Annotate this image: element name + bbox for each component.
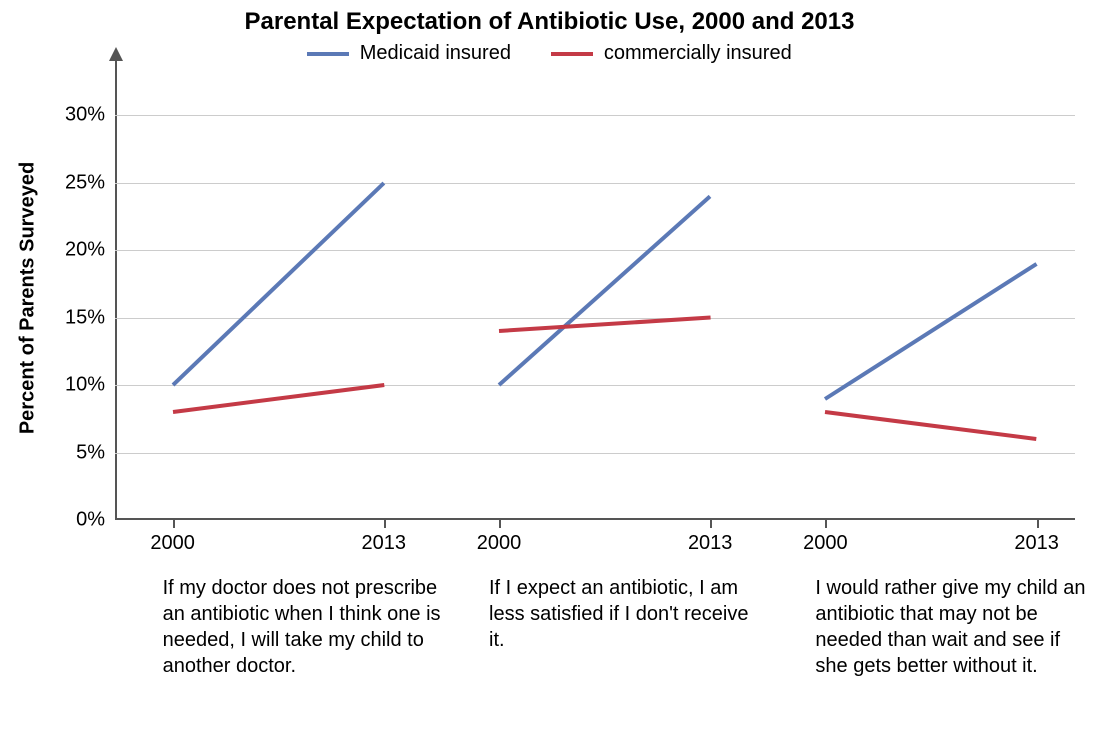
xtick-label: 2013 — [362, 532, 407, 555]
y-axis-arrow-icon — [109, 47, 123, 61]
legend-item-medicaid: Medicaid insured — [307, 42, 511, 65]
panel-caption: If my doctor does not prescribe an antib… — [163, 575, 443, 679]
xtick — [710, 520, 712, 528]
legend-item-commercial: commercially insured — [551, 42, 791, 65]
xtick — [173, 520, 175, 528]
gridline — [115, 183, 1075, 184]
xtick-label: 2000 — [477, 532, 522, 555]
x-axis — [115, 518, 1075, 520]
series-line-commercial — [172, 383, 384, 414]
legend: Medicaid insured commercially insured — [0, 42, 1099, 65]
series-line-medicaid — [171, 181, 385, 386]
y-axis — [115, 55, 117, 520]
xtick-label: 2000 — [803, 532, 848, 555]
xtick — [1037, 520, 1039, 528]
legend-label-commercial: commercially insured — [604, 42, 792, 64]
ytick-label: 0% — [76, 509, 105, 532]
xtick-label: 2013 — [1014, 532, 1059, 555]
xtick-label: 2000 — [150, 532, 195, 555]
series-line-commercial — [825, 410, 1037, 441]
xtick — [499, 520, 501, 528]
gridline — [115, 318, 1075, 319]
panel-caption: If I expect an antibiotic, I am less sat… — [489, 575, 769, 653]
xtick-label: 2013 — [688, 532, 733, 555]
gridline — [115, 250, 1075, 251]
chart-container: Parental Expectation of Antibiotic Use, … — [0, 0, 1099, 747]
gridline — [115, 385, 1075, 386]
legend-label-medicaid: Medicaid insured — [360, 42, 511, 64]
y-axis-label: Percent of Parents Surveyed — [17, 161, 40, 433]
legend-swatch-medicaid — [307, 52, 349, 56]
gridline — [115, 453, 1075, 454]
ytick-label: 10% — [65, 374, 105, 397]
xtick — [384, 520, 386, 528]
ytick-label: 5% — [76, 441, 105, 464]
legend-swatch-commercial — [551, 52, 593, 56]
chart-title: Parental Expectation of Antibiotic Use, … — [0, 8, 1099, 36]
ytick-label: 25% — [65, 171, 105, 194]
series-line-medicaid — [824, 262, 1037, 400]
panel-caption: I would rather give my child an antibiot… — [815, 575, 1095, 679]
plot-area: 0%5%10%15%20%25%30%20002013If my doctor … — [115, 75, 1075, 520]
ytick-label: 30% — [65, 104, 105, 127]
series-line-medicaid — [498, 195, 712, 387]
gridline — [115, 115, 1075, 116]
ytick-label: 15% — [65, 306, 105, 329]
ytick-label: 20% — [65, 239, 105, 262]
xtick — [825, 520, 827, 528]
